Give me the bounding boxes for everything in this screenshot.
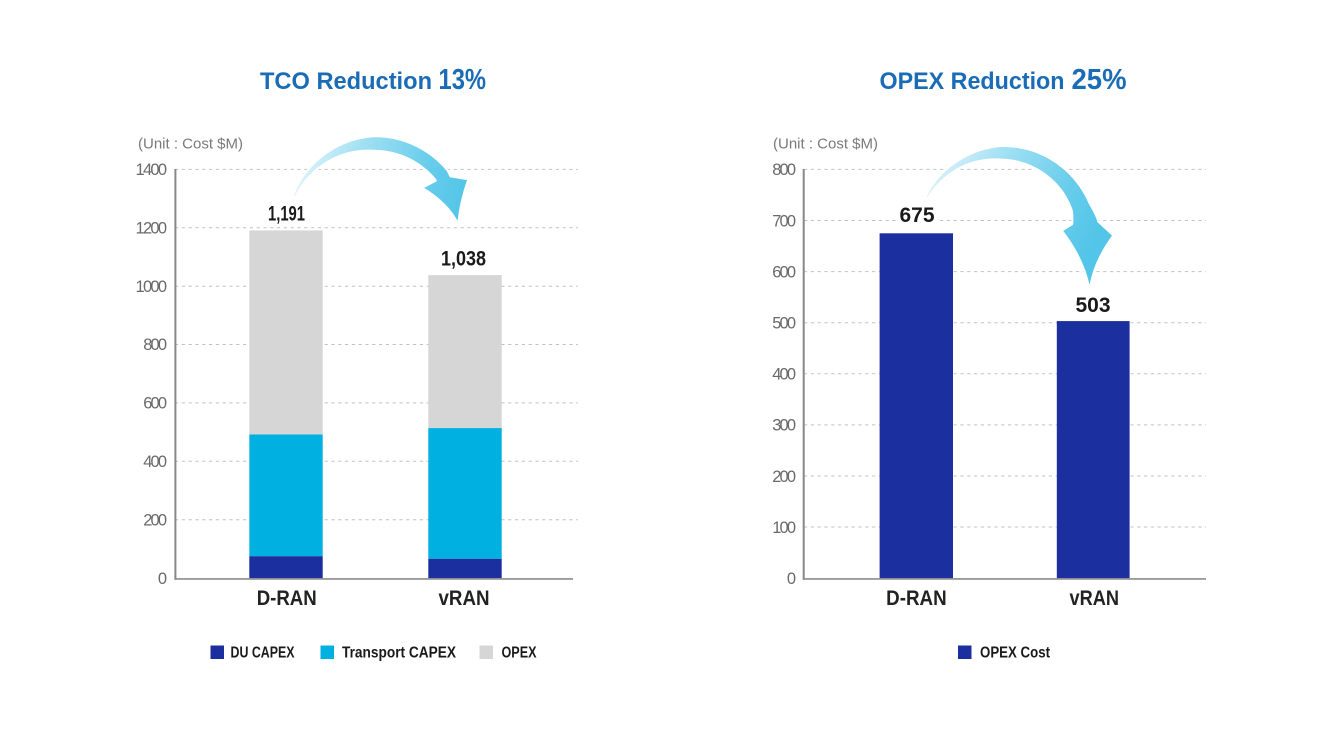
svg-text:1400: 1400 (136, 161, 168, 179)
svg-text:800: 800 (143, 336, 167, 354)
svg-text:(Unit : Cost $M): (Unit : Cost $M) (138, 136, 243, 153)
svg-text:TCO Reduction: TCO Reduction (260, 68, 432, 95)
svg-text:1000: 1000 (136, 278, 168, 296)
svg-text:400: 400 (772, 366, 796, 384)
svg-text:OPEX: OPEX (502, 645, 537, 662)
svg-text:1200: 1200 (136, 220, 168, 238)
svg-text:DU CAPEX: DU CAPEX (231, 645, 295, 662)
svg-text:700: 700 (772, 212, 796, 230)
svg-text:200: 200 (143, 511, 167, 529)
svg-text:OPEX Reduction: OPEX Reduction (880, 68, 1065, 95)
svg-text:1,038: 1,038 (441, 248, 486, 271)
svg-text:800: 800 (772, 161, 796, 179)
svg-text:OPEX Cost: OPEX Cost (980, 645, 1051, 662)
svg-text:1,191: 1,191 (268, 203, 305, 226)
svg-text:13%: 13% (439, 64, 487, 96)
svg-text:0: 0 (787, 570, 796, 588)
svg-text:vRAN: vRAN (439, 586, 490, 610)
svg-text:200: 200 (772, 468, 796, 486)
svg-text:D-RAN: D-RAN (257, 586, 317, 610)
svg-text:675: 675 (899, 204, 934, 227)
svg-text:600: 600 (143, 395, 167, 413)
svg-text:(Unit : Cost $M): (Unit : Cost $M) (773, 136, 878, 153)
svg-text:600: 600 (772, 263, 796, 281)
svg-text:503: 503 (1075, 294, 1110, 317)
svg-text:300: 300 (772, 417, 796, 435)
svg-text:25%: 25% (1072, 64, 1127, 96)
svg-text:Transport CAPEX: Transport CAPEX (342, 645, 456, 662)
svg-text:100: 100 (772, 519, 796, 537)
svg-text:D-RAN: D-RAN (886, 586, 947, 610)
svg-text:400: 400 (143, 453, 167, 471)
svg-text:500: 500 (772, 315, 796, 333)
svg-text:0: 0 (158, 570, 167, 588)
svg-text:vRAN: vRAN (1070, 586, 1120, 610)
